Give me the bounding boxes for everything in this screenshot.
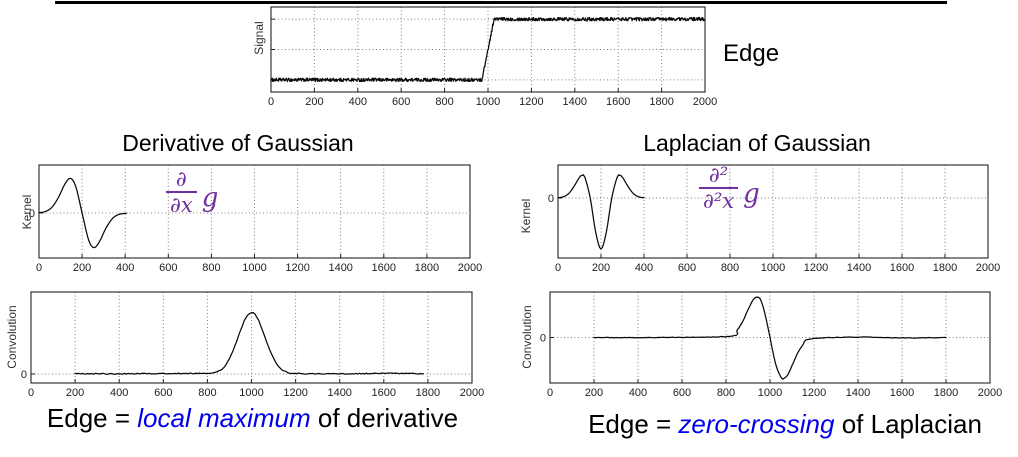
right-caption-prefix: Edge = <box>588 409 679 439</box>
svg-text:200: 200 <box>305 96 323 108</box>
svg-text:1800: 1800 <box>415 262 439 274</box>
svg-text:0: 0 <box>21 369 27 381</box>
svg-text:1000: 1000 <box>758 387 782 399</box>
svg-text:1000: 1000 <box>761 262 785 274</box>
svg-text:1400: 1400 <box>847 262 871 274</box>
svg-text:1400: 1400 <box>327 387 351 399</box>
dog-formula: ∂ ∂x g <box>166 168 218 216</box>
svg-text:400: 400 <box>635 262 653 274</box>
svg-text:1800: 1800 <box>933 262 957 274</box>
edge-annotation-label: Edge <box>723 40 780 67</box>
svg-text:1200: 1200 <box>519 96 543 108</box>
dog-convolution-chart: 0 200 400 600 800 1000 1200 1400 1600 1800 2000 0 <box>21 291 484 399</box>
svg-text:200: 200 <box>585 387 603 399</box>
svg-text:0: 0 <box>28 387 34 399</box>
dog-formula-numerator: ∂ <box>175 167 187 191</box>
svg-text:0: 0 <box>555 262 561 274</box>
log-kernel-chart: 0 200 400 600 800 1000 1200 1400 1600 1800 2000 0 <box>548 164 1000 274</box>
svg-text:0: 0 <box>547 387 553 399</box>
svg-text:600: 600 <box>678 262 696 274</box>
right-caption-suffix: of Laplacian <box>834 409 982 439</box>
top-rule-divider <box>55 1 947 4</box>
right-caption: Edge = zero-crossing of Laplacian <box>560 409 1010 440</box>
svg-text:2000: 2000 <box>693 96 717 108</box>
svg-text:200: 200 <box>73 262 91 274</box>
log-formula-denominator: ∂²x <box>699 187 739 212</box>
svg-text:1600: 1600 <box>372 387 396 399</box>
svg-text:1200: 1200 <box>285 262 309 274</box>
log-formula-g: g <box>743 179 760 210</box>
svg-text:2000: 2000 <box>978 387 1002 399</box>
svg-text:1200: 1200 <box>804 262 828 274</box>
svg-text:1800: 1800 <box>934 387 958 399</box>
svg-text:600: 600 <box>392 96 410 108</box>
svg-text:1400: 1400 <box>563 96 587 108</box>
svg-text:200: 200 <box>66 387 84 399</box>
svg-text:1800: 1800 <box>649 96 673 108</box>
svg-text:0: 0 <box>29 208 35 220</box>
svg-text:1200: 1200 <box>802 387 826 399</box>
log-formula-numerator: ∂² <box>708 163 729 187</box>
svg-text:1600: 1600 <box>606 96 630 108</box>
left-caption-highlight: local maximum <box>137 403 311 433</box>
svg-text:0: 0 <box>36 262 42 274</box>
log-kernel-ylabel: Kernel <box>519 198 533 234</box>
signal-chart: 0 200 400 600 800 1000 1200 1400 1600 1800 2000 <box>268 6 717 108</box>
svg-text:400: 400 <box>116 262 134 274</box>
svg-text:1000: 1000 <box>239 387 263 399</box>
svg-text:400: 400 <box>629 387 647 399</box>
svg-text:1000: 1000 <box>242 262 266 274</box>
svg-text:800: 800 <box>721 262 739 274</box>
dog-formula-denominator: ∂x <box>166 191 197 216</box>
svg-text:1800: 1800 <box>416 387 440 399</box>
svg-text:1000: 1000 <box>476 96 500 108</box>
left-caption-suffix: of derivative <box>310 403 459 433</box>
right-caption-highlight: zero-crossing <box>678 409 835 439</box>
log-formula: ∂² ∂²x g <box>699 164 760 212</box>
left-section-title: Derivative of Gaussian <box>122 130 354 156</box>
svg-text:1200: 1200 <box>283 387 307 399</box>
left-caption-prefix: Edge = <box>46 403 138 433</box>
svg-text:0: 0 <box>268 96 274 108</box>
log-convolution-chart: 0 200 400 600 800 1000 1200 1400 1600 1800 2000 0 <box>540 291 1002 399</box>
dog-formula-g: g <box>201 183 219 214</box>
dog-kernel-chart: 0 200 400 600 800 1000 1200 1400 1600 1800 2000 0 <box>29 164 482 274</box>
svg-text:1600: 1600 <box>372 262 396 274</box>
svg-text:2000: 2000 <box>976 262 1000 274</box>
svg-text:0: 0 <box>540 333 546 345</box>
svg-text:400: 400 <box>349 96 367 108</box>
svg-text:2000: 2000 <box>458 262 482 274</box>
right-section-title: Laplacian of Gaussian <box>643 130 871 156</box>
log-formula-fraction: ∂² ∂²x <box>699 163 739 212</box>
log-conv-ylabel: Convolution <box>520 305 534 369</box>
svg-text:800: 800 <box>717 387 735 399</box>
svg-text:1400: 1400 <box>328 262 352 274</box>
svg-text:600: 600 <box>154 387 172 399</box>
svg-text:1600: 1600 <box>890 262 914 274</box>
svg-text:600: 600 <box>673 387 691 399</box>
svg-text:2000: 2000 <box>460 387 484 399</box>
svg-text:800: 800 <box>202 262 220 274</box>
left-caption: Edge = local maximum of derivative <box>15 403 490 434</box>
svg-text:600: 600 <box>159 262 177 274</box>
svg-text:800: 800 <box>198 387 216 399</box>
svg-text:200: 200 <box>592 262 610 274</box>
svg-text:1600: 1600 <box>890 387 914 399</box>
svg-text:800: 800 <box>435 96 453 108</box>
svg-text:0: 0 <box>548 193 554 205</box>
svg-text:400: 400 <box>110 387 128 399</box>
dog-formula-fraction: ∂ ∂x <box>166 168 197 216</box>
svg-text:1400: 1400 <box>846 387 870 399</box>
